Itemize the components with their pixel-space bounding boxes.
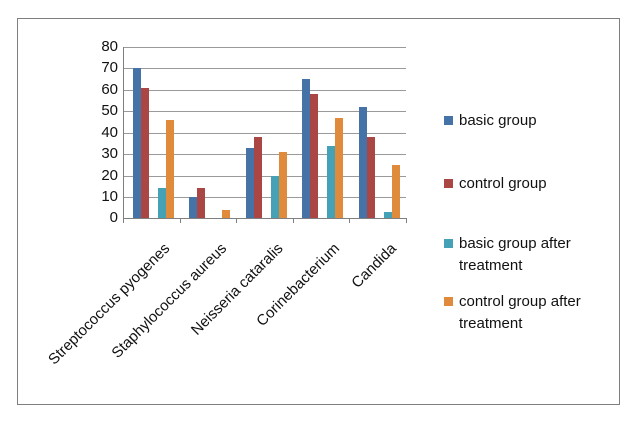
bar [253,136,262,219]
bar [358,106,367,219]
bar [310,94,319,219]
legend-label: control group after treatment [459,293,581,332]
x-axis-tick [236,218,238,224]
y-tick-label-0: 0 [109,209,118,227]
y-tick-label-30: 30 [101,145,118,163]
gridline-10 [123,196,406,198]
legend-item: control group [444,173,611,195]
x-axis-tick [349,218,351,224]
bar [383,211,392,219]
legend-swatch-icon [444,239,453,248]
y-tick-label-10: 10 [101,187,118,205]
y-tick-label-80: 80 [101,38,118,55]
chart-border [17,18,620,405]
bar [157,188,166,219]
bar [140,87,149,219]
y-tick-label-20: 20 [101,166,118,184]
bar [189,196,198,219]
bar [335,117,344,219]
gridline-40 [123,132,406,134]
bar [197,188,206,219]
bar [165,119,174,219]
x-axis-tick [179,218,181,224]
bar [391,164,400,219]
bar [222,209,231,219]
x-axis-tick [292,218,294,224]
plot-area [123,47,407,224]
legend-swatch-icon [444,116,453,125]
gridline-20 [123,175,406,177]
legend-swatch-icon [444,179,453,188]
y-tick-label-40: 40 [101,123,118,141]
bar [278,151,287,219]
y-axis-line [123,47,124,222]
y-tick-label-70: 70 [101,59,118,77]
gridline-70 [123,68,406,70]
x-axis-tick [406,218,407,224]
bar [366,136,375,219]
legend-item: control group after treatment [444,291,611,335]
bar [302,79,311,219]
x-axis-line [123,218,407,220]
gridline-30 [123,154,406,156]
gridline-50 [123,111,406,113]
x-axis-tick [123,218,124,224]
legend-label: basic group after treatment [459,235,571,274]
y-tick-label-50: 50 [101,102,118,120]
legend-label: basic group [459,112,537,129]
legend-swatch-icon [444,297,453,306]
bar [327,145,336,219]
legend-item: basic group after treatment [444,233,611,277]
gridline-60 [123,89,406,91]
y-tick-label-60: 60 [101,80,118,98]
legend-label: control group [459,175,547,192]
bar [132,68,141,219]
gridline-80 [123,47,406,48]
legend-item: basic group [444,110,611,132]
bar [270,175,279,219]
bar [245,147,254,219]
